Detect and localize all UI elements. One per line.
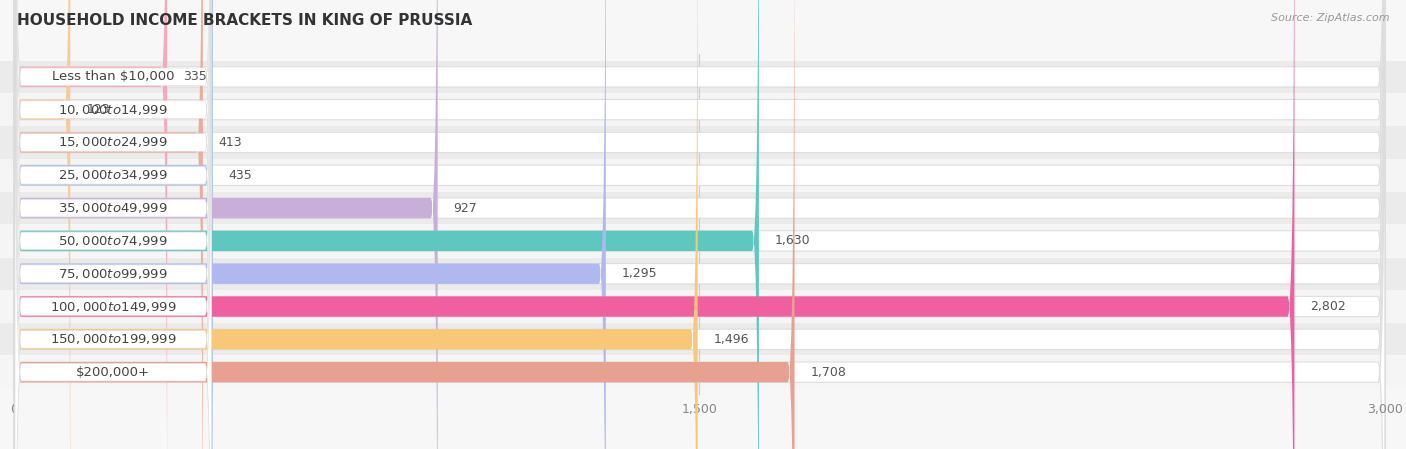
Bar	[0, 225, 1406, 257]
FancyBboxPatch shape	[14, 0, 167, 449]
FancyBboxPatch shape	[14, 0, 70, 449]
Text: $25,000 to $34,999: $25,000 to $34,999	[59, 168, 169, 182]
FancyBboxPatch shape	[15, 0, 211, 449]
FancyBboxPatch shape	[14, 0, 1385, 449]
Bar	[0, 323, 1406, 356]
Text: Less than $10,000: Less than $10,000	[52, 70, 174, 84]
Text: 413: 413	[219, 136, 242, 149]
FancyBboxPatch shape	[14, 0, 1385, 449]
FancyBboxPatch shape	[14, 0, 697, 449]
Text: $10,000 to $14,999: $10,000 to $14,999	[59, 103, 169, 117]
FancyBboxPatch shape	[14, 0, 1385, 449]
Bar	[0, 126, 1406, 158]
FancyBboxPatch shape	[15, 0, 211, 449]
Text: 927: 927	[454, 202, 478, 215]
Text: $200,000+: $200,000+	[76, 365, 150, 379]
FancyBboxPatch shape	[14, 0, 212, 449]
Text: $75,000 to $99,999: $75,000 to $99,999	[59, 267, 169, 281]
Text: 435: 435	[229, 169, 253, 182]
Bar	[0, 159, 1406, 191]
Text: 1,295: 1,295	[621, 267, 658, 280]
FancyBboxPatch shape	[15, 0, 211, 449]
FancyBboxPatch shape	[14, 0, 437, 449]
Bar	[0, 258, 1406, 290]
FancyBboxPatch shape	[14, 0, 1385, 449]
FancyBboxPatch shape	[15, 0, 211, 449]
Text: HOUSEHOLD INCOME BRACKETS IN KING OF PRUSSIA: HOUSEHOLD INCOME BRACKETS IN KING OF PRU…	[17, 13, 472, 28]
FancyBboxPatch shape	[15, 0, 211, 449]
Bar	[0, 192, 1406, 224]
FancyBboxPatch shape	[15, 0, 211, 449]
FancyBboxPatch shape	[14, 0, 1385, 449]
Text: $15,000 to $24,999: $15,000 to $24,999	[59, 136, 169, 150]
Text: $50,000 to $74,999: $50,000 to $74,999	[59, 234, 169, 248]
FancyBboxPatch shape	[15, 0, 211, 449]
Text: Source: ZipAtlas.com: Source: ZipAtlas.com	[1271, 13, 1389, 23]
Bar	[0, 291, 1406, 322]
FancyBboxPatch shape	[14, 0, 1385, 449]
Text: 1,630: 1,630	[775, 234, 810, 247]
FancyBboxPatch shape	[14, 0, 606, 449]
FancyBboxPatch shape	[15, 0, 211, 449]
Bar	[0, 356, 1406, 388]
FancyBboxPatch shape	[15, 0, 211, 449]
FancyBboxPatch shape	[14, 0, 1385, 449]
Bar	[0, 93, 1406, 126]
Text: 123: 123	[86, 103, 110, 116]
FancyBboxPatch shape	[14, 0, 1385, 449]
Text: 2,802: 2,802	[1310, 300, 1346, 313]
FancyBboxPatch shape	[14, 0, 202, 449]
Text: $150,000 to $199,999: $150,000 to $199,999	[51, 332, 177, 346]
FancyBboxPatch shape	[14, 0, 1295, 449]
FancyBboxPatch shape	[14, 0, 794, 449]
Text: 1,496: 1,496	[714, 333, 749, 346]
FancyBboxPatch shape	[14, 0, 759, 449]
Text: 1,708: 1,708	[810, 365, 846, 379]
Text: 335: 335	[183, 70, 207, 84]
FancyBboxPatch shape	[14, 0, 1385, 449]
FancyBboxPatch shape	[15, 0, 211, 449]
Text: $35,000 to $49,999: $35,000 to $49,999	[59, 201, 169, 215]
Bar	[0, 61, 1406, 93]
Text: $100,000 to $149,999: $100,000 to $149,999	[51, 299, 177, 313]
FancyBboxPatch shape	[14, 0, 1385, 449]
